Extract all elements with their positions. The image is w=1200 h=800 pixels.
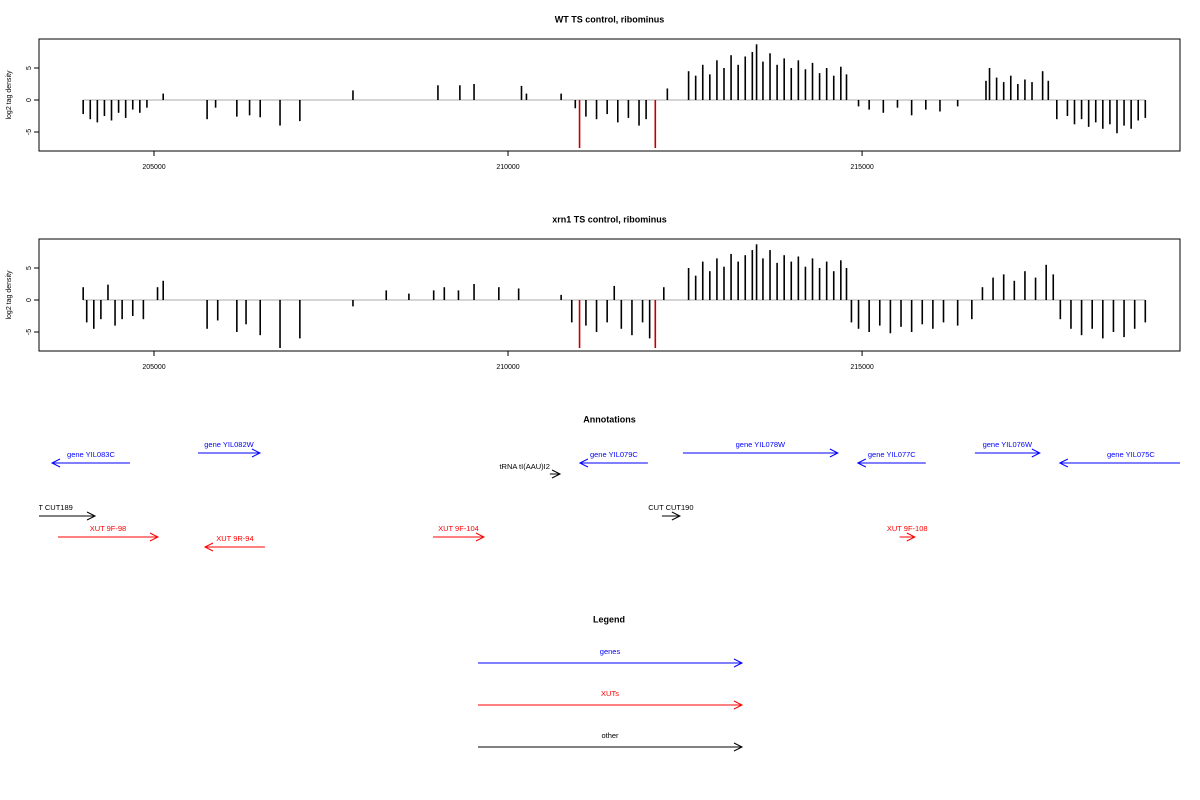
feature-arrow [974, 448, 1041, 458]
panel: WT TS control, ribominus log2 tag density… [6, 14, 1181, 171]
feature-label: gene YIL075C [1107, 450, 1155, 459]
feature-arrow [1058, 458, 1180, 468]
legend-arrow [478, 700, 744, 710]
feature-label: gene YIL078W [736, 440, 786, 449]
legend-label: other [601, 731, 619, 740]
feature-label: gene YIL076W [983, 440, 1033, 449]
feature-arrow [197, 448, 262, 458]
feature-arrow [578, 458, 648, 468]
y-tick-label: -5 [26, 329, 33, 335]
y-tick-label: 0 [26, 98, 33, 102]
x-tick-label: 210000 [496, 364, 519, 371]
panel: xrn1 TS control, ribominus log2 tag densi… [6, 214, 1181, 371]
feature-arrow [682, 448, 839, 458]
x-tick-label: 210000 [496, 164, 519, 171]
feature-arrow [50, 458, 130, 468]
y-tick-label: 5 [26, 266, 33, 270]
feature-label: gene YIL079C [590, 450, 638, 459]
feature-arrow [856, 458, 926, 468]
feature-arrow [432, 532, 486, 542]
feature-label: XUT 9R-94 [216, 534, 253, 543]
legend-arrow [478, 658, 744, 668]
feature-label: gene YIL082W [204, 440, 254, 449]
feature-label: CUT CUT189 [28, 503, 73, 512]
feature-label: CUT CUT190 [648, 503, 693, 512]
feature-arrow [203, 542, 265, 552]
legend-arrow [478, 742, 744, 752]
y-axis-label: log2 tag density [6, 270, 13, 320]
feature-label: tRNA tI(AAU)I2 [499, 462, 549, 471]
feature-label: XUT 9F-104 [438, 524, 479, 533]
feature-arrow [661, 511, 682, 521]
feature-arrow [549, 469, 562, 479]
chart-title: WT TS control, ribominus [555, 14, 665, 24]
annotation-track: gene YIL083C gene YIL082W tRNA tI(AAU)I2 ge… [28, 440, 1180, 552]
x-tick-label: 215000 [850, 164, 873, 171]
feature-label: XUT 9F-98 [90, 524, 127, 533]
y-tick-label: 0 [26, 298, 33, 302]
plot-frame [38, 238, 1181, 352]
legend-label: XUTs [601, 689, 619, 698]
legend-title: Legend [593, 614, 625, 624]
x-tick-label: 205000 [142, 364, 165, 371]
legend-label: genes [600, 647, 621, 656]
feature-arrow [39, 511, 97, 521]
y-axis-label: log2 tag density [6, 70, 13, 120]
feature-label: gene YIL083C [67, 450, 115, 459]
x-tick-label: 205000 [142, 164, 165, 171]
x-tick-label: 215000 [850, 364, 873, 371]
annotations-title: Annotations [583, 414, 636, 424]
y-tick-label: 5 [26, 66, 33, 70]
y-tick-label: -5 [26, 129, 33, 135]
plot-frame [38, 38, 1181, 152]
feature-arrow [57, 532, 160, 542]
feature-label: XUT 9F-108 [887, 524, 928, 533]
feature-arrow [899, 532, 916, 542]
feature-label: gene YIL077C [868, 450, 916, 459]
chart-title: xrn1 TS control, ribominus [552, 214, 667, 224]
